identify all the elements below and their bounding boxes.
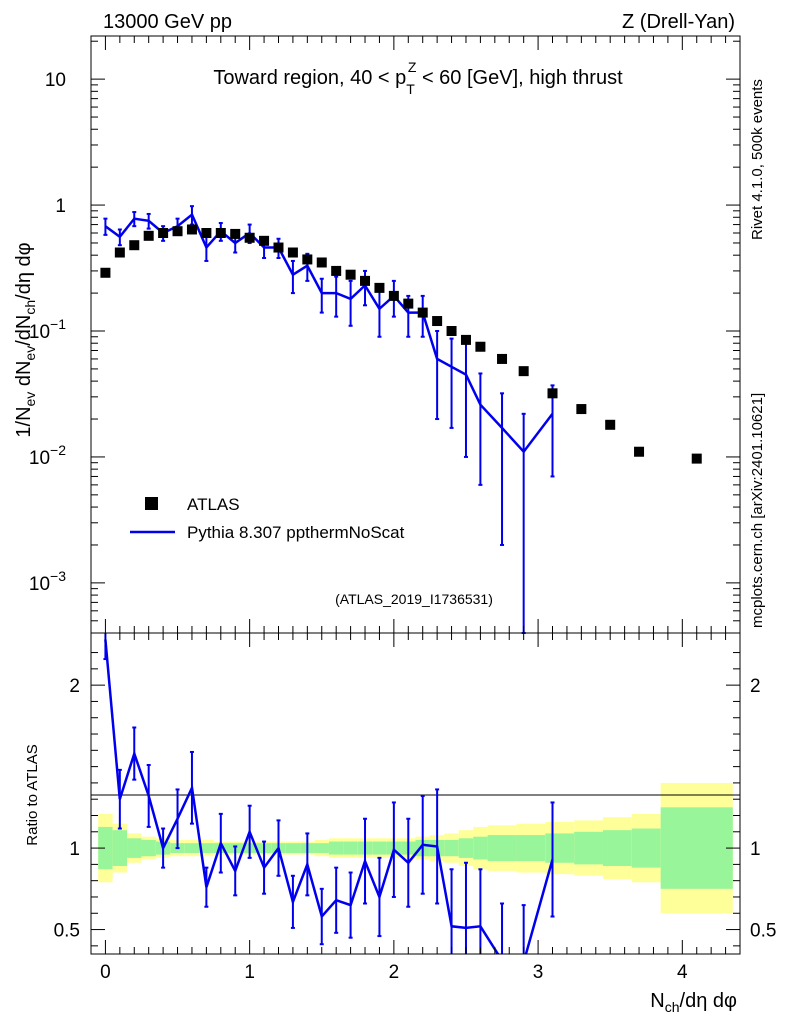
ratio-panel: 0.5 0.5 1 1 2 2 0 1 2 3 4 Ratio to ATLAS Nch/dη d… [24, 632, 777, 1015]
ratio-y-tick-label-right: 2 [750, 676, 761, 697]
ratio-band-inner [458, 838, 474, 858]
data-point [576, 404, 587, 415]
data-point [129, 240, 140, 251]
ratio-band-inner [343, 841, 358, 855]
x-tick-label: 4 [677, 962, 688, 983]
y-tick-label: 10−2 [29, 442, 66, 469]
legend-data-marker [145, 497, 158, 510]
ratio-y-tick-label-right: 1 [750, 839, 761, 860]
data-point [172, 226, 183, 237]
process-label: Z (Drell-Yan) [622, 11, 735, 33]
y-tick-label: 10−3 [29, 568, 66, 595]
ratio-y-tick-labels: 0.5 0.5 1 1 2 2 [54, 676, 777, 941]
analysis-id: (ATLAS_2019_I1736531) [335, 591, 493, 607]
ratio-band-inner [141, 839, 156, 857]
ratio-band-inner [487, 835, 517, 862]
data-point [388, 290, 399, 301]
ratio-band-inner [444, 839, 459, 857]
ratio-band-inner [328, 841, 344, 855]
mc-line [104, 212, 554, 454]
data-point [547, 388, 558, 399]
ratio-band-inner [602, 830, 632, 867]
ratio-band-inner [516, 835, 546, 862]
x-tick-label: 3 [533, 962, 544, 983]
main-panel: 10−3 10−2 10−1 1 10 Toward region, 40 < pTZ … [13, 35, 741, 634]
data-point [100, 267, 111, 278]
ratio-y-tick-label-left: 0.5 [54, 921, 80, 942]
ratio-axis-ticks [91, 633, 740, 954]
y-tick-label: 10−1 [29, 316, 66, 343]
mcplots-label: mcplots.cern.ch [arXiv:2401.10621] [749, 393, 766, 628]
data-point [287, 247, 298, 258]
ratio-band-inner [631, 828, 661, 868]
plot-title: Toward region, 40 < pTZ < 60 [GeV], high… [213, 59, 623, 97]
main-axis-ticks [91, 36, 740, 634]
data-point [460, 334, 471, 345]
data-point [497, 353, 508, 364]
data-point [158, 228, 169, 239]
ratio-band-inner [112, 830, 128, 867]
data-point [114, 247, 125, 258]
rivet-label: Rivet 4.1.0, 500k events [749, 79, 766, 240]
y-tick-label: 1 [55, 196, 66, 217]
x-axis-label: Nch/dη dφ [650, 990, 737, 1015]
main-frame [90, 35, 741, 634]
legend-data-label: ATLAS [187, 495, 240, 514]
data-point [259, 235, 270, 246]
data-point [302, 254, 313, 265]
legend: ATLAS Pythia 8.307 ppthermNoScat [130, 495, 405, 542]
ratio-band-inner [574, 831, 603, 865]
data-point [201, 228, 212, 239]
ratio-band-inner [473, 836, 488, 860]
x-tick-labels: 0 1 2 3 4 [100, 962, 688, 983]
main-y-axis-label: 1/Nev dNev/dNch/dη dφ [13, 242, 38, 437]
data-point [475, 341, 486, 352]
ratio-y-tick-label-right: 0.5 [750, 921, 776, 942]
data-point [316, 257, 327, 268]
ratio-band-inner [314, 843, 329, 853]
data-point [345, 269, 356, 280]
y-tick-label: 10 [45, 70, 66, 91]
data-point [360, 275, 371, 286]
ratio-frame [90, 632, 741, 955]
ratio-band-inner [372, 841, 387, 855]
ratio-plot-marks [103, 633, 555, 954]
data-point [331, 265, 342, 276]
energy-label: 13000 GeV pp [103, 11, 232, 33]
data-point [215, 228, 226, 239]
ratio-band-inner [285, 843, 301, 853]
data-point [273, 242, 284, 253]
ratio-uncertainty-bands [98, 782, 733, 914]
data-point [374, 282, 385, 293]
data-point [186, 224, 197, 235]
ratio-band-inner [98, 826, 113, 870]
data-point [417, 307, 428, 318]
data-point [605, 419, 616, 430]
ratio-line [104, 639, 554, 954]
data-point [244, 232, 255, 243]
ratio-y-tick-label-left: 2 [69, 676, 80, 697]
ratio-y-axis-label: Ratio to ATLAS [24, 744, 41, 845]
data-point [143, 230, 154, 241]
data-point [446, 326, 457, 337]
data-point [432, 316, 443, 327]
legend-mc-label: Pythia 8.307 ppthermNoScat [187, 523, 405, 542]
ratio-band-inner [199, 843, 214, 853]
x-tick-label: 2 [389, 962, 400, 983]
data-point [691, 453, 702, 464]
ratio-y-tick-label-left: 1 [69, 839, 80, 860]
data-point [634, 446, 645, 457]
x-tick-label: 0 [100, 962, 111, 983]
ratio-band-inner [660, 807, 733, 889]
ratio-band-inner [127, 838, 142, 858]
data-point [403, 298, 414, 309]
x-tick-label: 1 [244, 962, 255, 983]
main-plot-marks [100, 205, 702, 634]
main-y-tick-labels: 10−3 10−2 10−1 1 10 [29, 70, 66, 595]
ratio-band-inner [184, 843, 200, 853]
data-point [518, 366, 529, 377]
ratio-band-inner [545, 833, 575, 863]
data-point [230, 228, 241, 239]
